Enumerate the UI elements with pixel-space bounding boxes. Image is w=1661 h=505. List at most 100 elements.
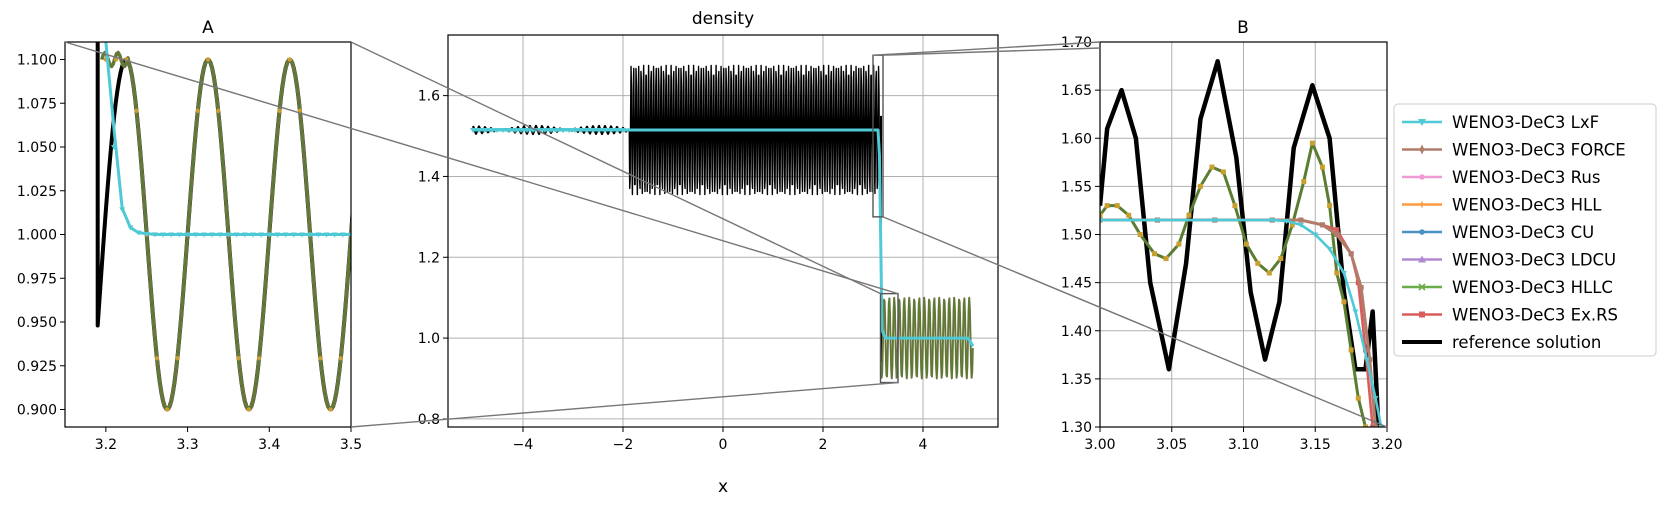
lxf-marker <box>151 232 158 238</box>
b-marker <box>1289 222 1295 228</box>
y-tick-label: 1.55 <box>1061 179 1092 195</box>
lxf-marker <box>602 127 608 133</box>
b-marker <box>1327 203 1333 209</box>
y-tick-label: 1.025 <box>17 184 57 200</box>
b-marker <box>1298 217 1304 223</box>
b-marker <box>1114 203 1120 209</box>
b-marker <box>1176 241 1182 247</box>
legend-label: WENO3-DeC3 FORCE <box>1452 141 1626 160</box>
hllc-marker <box>236 356 241 361</box>
x-tick-label: 3.05 <box>1156 437 1187 453</box>
x-tick-label: 3.2 <box>95 437 117 453</box>
y-tick-label: 1.30 <box>1061 420 1092 436</box>
b-marker <box>1269 218 1276 224</box>
y-tick-label: 1.45 <box>1061 276 1092 292</box>
x-tick-label: 3.00 <box>1084 437 1115 453</box>
x-tick-label: 3.10 <box>1228 437 1259 453</box>
panel-a-plot-area <box>95 42 351 412</box>
hllc-marker <box>328 407 333 412</box>
b-marker <box>1340 271 1347 276</box>
b-marker <box>1209 164 1215 170</box>
b-marker <box>1358 284 1364 290</box>
lxf-marker <box>307 232 314 238</box>
lxf-marker <box>620 127 626 133</box>
legend-label: WENO3-DeC3 HLLC <box>1452 278 1613 297</box>
hllc-marker <box>256 356 262 361</box>
legend-marker <box>1418 283 1426 291</box>
b-marker <box>1352 309 1359 315</box>
lxf-marker <box>135 230 142 236</box>
density-series-weno3-dec3-lxf <box>473 128 975 347</box>
legend-marker <box>1419 229 1425 235</box>
lxf-marker <box>315 232 322 238</box>
lxf-marker <box>470 127 476 133</box>
lxf-marker <box>168 232 175 238</box>
b-marker <box>1163 256 1169 262</box>
y-tick-label: 1.50 <box>1061 228 1092 244</box>
legend-label: WENO3-DeC3 Rus <box>1452 168 1600 187</box>
lxf-marker <box>290 232 297 238</box>
lxf-marker <box>119 207 126 213</box>
b-marker <box>1312 232 1319 238</box>
b-marker <box>1309 140 1315 146</box>
x-tick-label: 3.15 <box>1300 437 1331 453</box>
lxf-marker <box>225 232 232 238</box>
legend-label: WENO3-DeC3 LDCU <box>1452 251 1616 270</box>
b-marker <box>1362 424 1368 427</box>
y-tick-label: 1.65 <box>1061 83 1092 99</box>
legend-marker <box>1419 144 1425 155</box>
hllc-marker <box>277 108 282 113</box>
legend-marker <box>1418 119 1426 126</box>
b-marker <box>1348 347 1354 353</box>
lxf-marker <box>596 127 602 133</box>
b-marker <box>1232 203 1238 209</box>
lxf-marker <box>323 232 330 238</box>
lxf-marker <box>542 127 548 133</box>
density-ticks: −4 −2 0 2 4 0.8 1.0 1.2 1.4 1.6 <box>418 89 928 453</box>
lxf-marker <box>488 127 494 133</box>
lxf-marker <box>536 127 542 133</box>
density-title: density <box>692 9 754 29</box>
panel-density: −4 −2 0 2 4 0.8 1.0 1.2 1.4 1.6 density x <box>418 9 999 497</box>
lxf-marker <box>266 232 273 238</box>
hllc-marker <box>134 108 139 113</box>
x-tick-label: −4 <box>513 437 534 453</box>
lxf-marker <box>518 127 524 133</box>
b-marker <box>1355 395 1361 401</box>
legend-marker <box>1418 255 1426 263</box>
lxf-marker <box>176 232 183 238</box>
panel-a-ticks: 3.2 3.3 3.4 3.5 0.900 0.925 0.950 0.975 1.000 1.0… <box>17 53 362 454</box>
b-marker <box>1319 222 1325 228</box>
lxf-marker <box>241 232 248 238</box>
lxf-marker <box>524 127 530 133</box>
lxf-marker <box>614 127 620 133</box>
y-tick-label: 0.925 <box>17 359 57 375</box>
hllc-marker <box>175 356 180 361</box>
legend-label: WENO3-DeC3 HLL <box>1452 196 1602 215</box>
lxf-marker <box>578 127 584 133</box>
zoom-connector <box>350 381 899 428</box>
b-marker <box>1100 212 1103 218</box>
b-marker <box>1126 212 1132 218</box>
b-marker <box>1334 227 1340 233</box>
y-tick-label: 1.40 <box>1061 324 1092 340</box>
x-tick-label: −2 <box>613 437 634 453</box>
b-marker <box>1186 212 1192 218</box>
b-marker <box>1220 169 1226 175</box>
panel-b-title: B <box>1237 18 1249 38</box>
zoom-connector <box>882 47 1101 56</box>
lxf-marker <box>127 225 134 231</box>
y-tick-label: 1.0 <box>418 331 440 347</box>
b-marker <box>1348 251 1354 257</box>
b-marker <box>1334 270 1340 276</box>
lxf-marker <box>590 127 596 133</box>
lxf-marker <box>348 232 351 238</box>
b-marker <box>1266 270 1272 276</box>
legend-label: reference solution <box>1452 333 1601 352</box>
y-tick-label: 1.100 <box>17 53 57 69</box>
b-marker <box>1278 256 1284 262</box>
lxf-marker <box>584 127 590 133</box>
hllc-marker <box>318 356 323 361</box>
panel-a-title: A <box>202 18 214 38</box>
b-marker <box>1243 241 1249 247</box>
